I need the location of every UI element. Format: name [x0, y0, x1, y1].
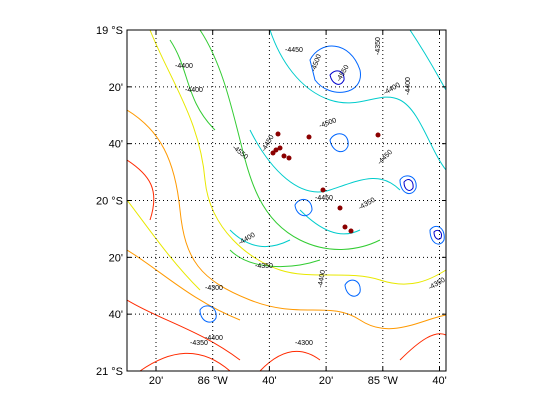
map-frame — [126, 29, 447, 372]
x-tick-label: 40' — [262, 375, 276, 387]
contour-label: -4550 — [336, 64, 351, 83]
y-tick-label: 21 °S — [96, 366, 123, 378]
site — [348, 228, 354, 234]
y-tick-label: 40' — [109, 139, 123, 151]
x-tick-label: 86 °W — [198, 375, 229, 387]
contour — [169, 29, 381, 268]
contour-label: -4400 — [175, 63, 193, 70]
site — [270, 150, 276, 156]
x-tick-label: 20' — [319, 375, 333, 387]
contour — [126, 29, 447, 291]
site — [306, 134, 312, 140]
contour — [199, 45, 445, 323]
contour-label: -4300 — [205, 285, 223, 292]
x-tick-label: 40' — [432, 375, 446, 387]
contour-label: -4450 — [315, 195, 333, 202]
contour-label: -4400 — [405, 77, 412, 95]
site — [286, 155, 292, 161]
contour — [126, 109, 447, 330]
contour-label: -4550 — [231, 144, 249, 161]
y-tick-label: 20' — [109, 252, 123, 264]
contour-label: -4450 — [285, 47, 303, 54]
site — [375, 132, 381, 138]
contour — [126, 159, 447, 372]
contour-label: -4500 — [318, 117, 337, 130]
contour — [329, 70, 442, 240]
contours — [126, 29, 447, 372]
x-tick-label: 85 °W — [368, 375, 399, 387]
x-tick-label: 20' — [149, 375, 163, 387]
y-tick-label: 20 °S — [96, 196, 123, 208]
contour-label: -4400 — [317, 269, 327, 288]
site — [342, 224, 348, 230]
site — [275, 131, 281, 137]
contour-label: -4450 — [261, 134, 276, 153]
contour-label: -4350 — [255, 263, 273, 270]
y-tick-label: 40' — [109, 309, 123, 321]
contour-label: -4300 — [295, 340, 313, 347]
contour-label: -4400 — [205, 335, 223, 342]
contour-label: -4350 — [358, 197, 377, 212]
contour-label: -4350 — [375, 37, 382, 55]
ticks: 19 °S 20' 40' 20 °S 20' 40' 21 °S 20' 86 °W 40' 20… — [96, 25, 447, 387]
site — [281, 153, 287, 159]
contour-label: -4350 — [190, 340, 208, 347]
contour-label: -4400 — [185, 87, 203, 94]
sample-sites — [270, 131, 381, 234]
y-tick-label: 20' — [109, 82, 123, 94]
site — [337, 205, 343, 211]
contour — [229, 29, 447, 248]
y-tick-label: 19 °S — [96, 25, 123, 37]
contour-label: -4400 — [383, 82, 402, 97]
contour-label: -4450 — [376, 149, 394, 167]
site — [277, 145, 283, 151]
site — [320, 187, 326, 193]
